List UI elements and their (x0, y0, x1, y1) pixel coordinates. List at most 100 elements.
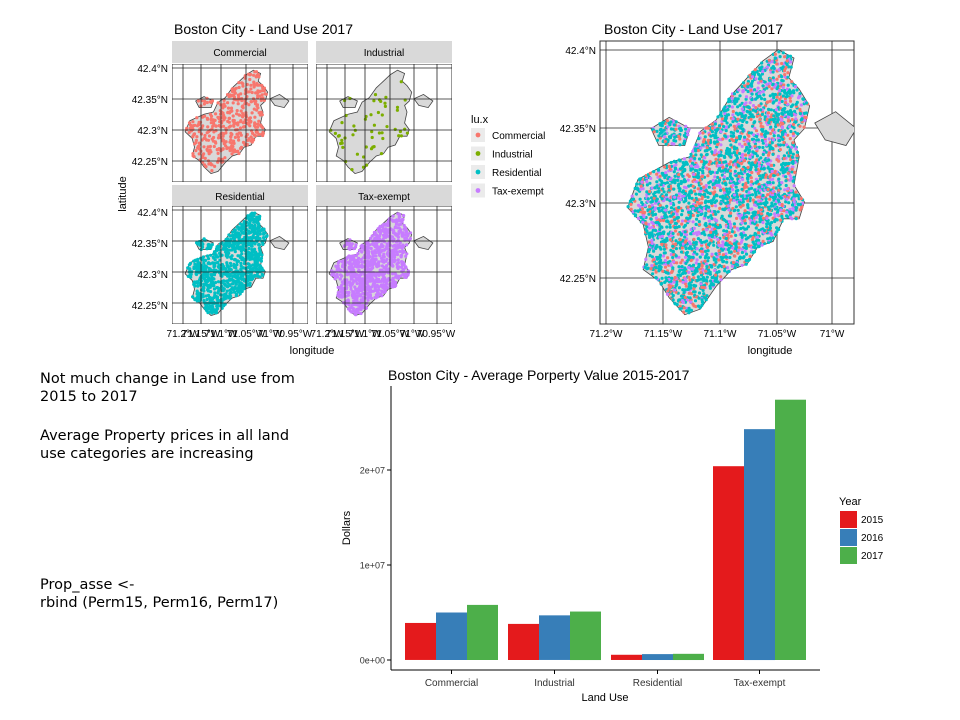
facet-taxexempt-parcel (402, 267, 406, 271)
map2-parcel (784, 99, 788, 103)
facet-residential-parcel (246, 271, 250, 275)
facet-industrial-parcel (377, 131, 381, 135)
map2-parcel (666, 143, 670, 147)
facet-taxexempt-parcel (378, 228, 382, 232)
map2-parcel (785, 214, 789, 218)
map2-parcel (661, 243, 666, 247)
map2-parcel (686, 178, 690, 182)
map2-parcel (761, 230, 765, 234)
map2-parcel (784, 197, 788, 202)
map2-parcel (756, 211, 760, 215)
facet-residential-parcel (231, 270, 236, 275)
facet-taxexempt-parcel (371, 263, 375, 267)
map2-parcel (717, 243, 721, 247)
strip-taxexempt-label: Tax-exempt (358, 192, 410, 203)
facet-taxexempt-parcel (340, 274, 344, 278)
facet-taxexempt-parcel (404, 254, 408, 258)
facet-taxexempt-parcel (355, 276, 359, 280)
map2-parcel (772, 138, 777, 142)
map2-parcel (735, 260, 739, 264)
facet-residential-parcel (228, 283, 232, 287)
map2-parcel (659, 247, 663, 251)
map2-parcel (761, 79, 766, 84)
facet-commercial-parcel (185, 127, 189, 132)
facet-taxexempt-parcel (364, 279, 368, 283)
map2-parcel (760, 195, 764, 199)
facet-taxexempt-parcel (340, 265, 345, 269)
map2-parcel (633, 199, 637, 203)
map2-parcel (724, 160, 728, 164)
facet-taxexempt-parcel (373, 236, 377, 240)
facet-residential-parcel (234, 280, 238, 284)
map2-parcel (744, 84, 748, 88)
facet-taxexempt-parcel (366, 273, 370, 277)
map2-parcel (800, 204, 804, 209)
facet-residential-parcel (238, 281, 242, 285)
map2-parcel (711, 283, 715, 287)
facet-commercial-parcel (248, 77, 252, 82)
map2-parcel (776, 170, 780, 175)
facet-residential-parcel (258, 237, 262, 241)
facet-residential-parcel (214, 253, 218, 257)
map2-parcel (710, 254, 714, 258)
map2-parcel (730, 100, 734, 104)
facet-residential-parcel (227, 268, 232, 272)
facet-commercial-parcel (243, 143, 247, 147)
map2-parcel (715, 175, 720, 179)
facet-commercial-parcel (246, 138, 250, 142)
map2-parcel (766, 187, 771, 191)
map2-parcel (794, 194, 798, 198)
facet-residential-parcel (235, 289, 239, 293)
facet-taxexempt-parcel (380, 225, 384, 229)
facet-residential-parcel (220, 303, 225, 307)
facet-taxexempt-parcel (358, 279, 362, 283)
map2-parcel (752, 108, 756, 112)
map2-parcel (667, 210, 671, 214)
facet-taxexempt-parcel (391, 272, 395, 276)
map2-parcel (651, 128, 655, 132)
map2-parcel (732, 134, 736, 138)
map2-parcel (673, 181, 677, 185)
facet-residential-parcel (218, 271, 222, 275)
map2-parcel (769, 125, 773, 129)
facet-taxexempt-parcel (384, 222, 389, 226)
facet-commercial-parcel (203, 156, 207, 160)
map2-parcel (774, 111, 778, 115)
facet-taxexempt-parcel (356, 277, 360, 281)
facet-commercial-parcel (196, 99, 200, 103)
map2-parcel (708, 263, 712, 268)
facet-residential-parcel (208, 267, 212, 271)
facet-taxexempt-parcel (366, 240, 370, 244)
facet-residential-parcel (224, 245, 228, 249)
facet-residential-parcel (258, 248, 262, 252)
map2-parcel (692, 178, 697, 182)
facet-industrial-parcel (340, 141, 344, 145)
map2-parcel (678, 279, 682, 283)
facet-residential-parcel (242, 286, 246, 291)
facet-commercial-parcel (253, 83, 257, 87)
facet-taxexempt-parcel (356, 261, 360, 265)
facet-taxexempt-parcel (386, 224, 390, 228)
map2-parcel (712, 126, 716, 130)
facet-commercial-parcel (195, 116, 199, 120)
facet-taxexempt-parcel (365, 246, 369, 250)
map2-parcel (758, 117, 762, 121)
map2-parcel (662, 262, 666, 266)
map2-parcel (668, 183, 672, 187)
facet-residential-parcel (249, 212, 253, 216)
map2-parcel (773, 215, 777, 219)
map2-parcel (664, 173, 668, 177)
map2-parcel (779, 107, 783, 111)
map2-parcel (707, 243, 711, 247)
map2-parcel (746, 175, 750, 180)
map2-parcel (716, 265, 720, 269)
facet-taxexempt-parcel (364, 269, 368, 273)
map2-parcel (705, 148, 709, 153)
facet-residential-parcel (253, 266, 257, 270)
facet-residential-parcel (189, 272, 193, 276)
map2-parcel (735, 136, 739, 140)
map2-parcel (670, 270, 674, 274)
map2-parcel (696, 165, 700, 169)
map2-parcel (712, 186, 717, 190)
map2-parcel (664, 166, 669, 170)
